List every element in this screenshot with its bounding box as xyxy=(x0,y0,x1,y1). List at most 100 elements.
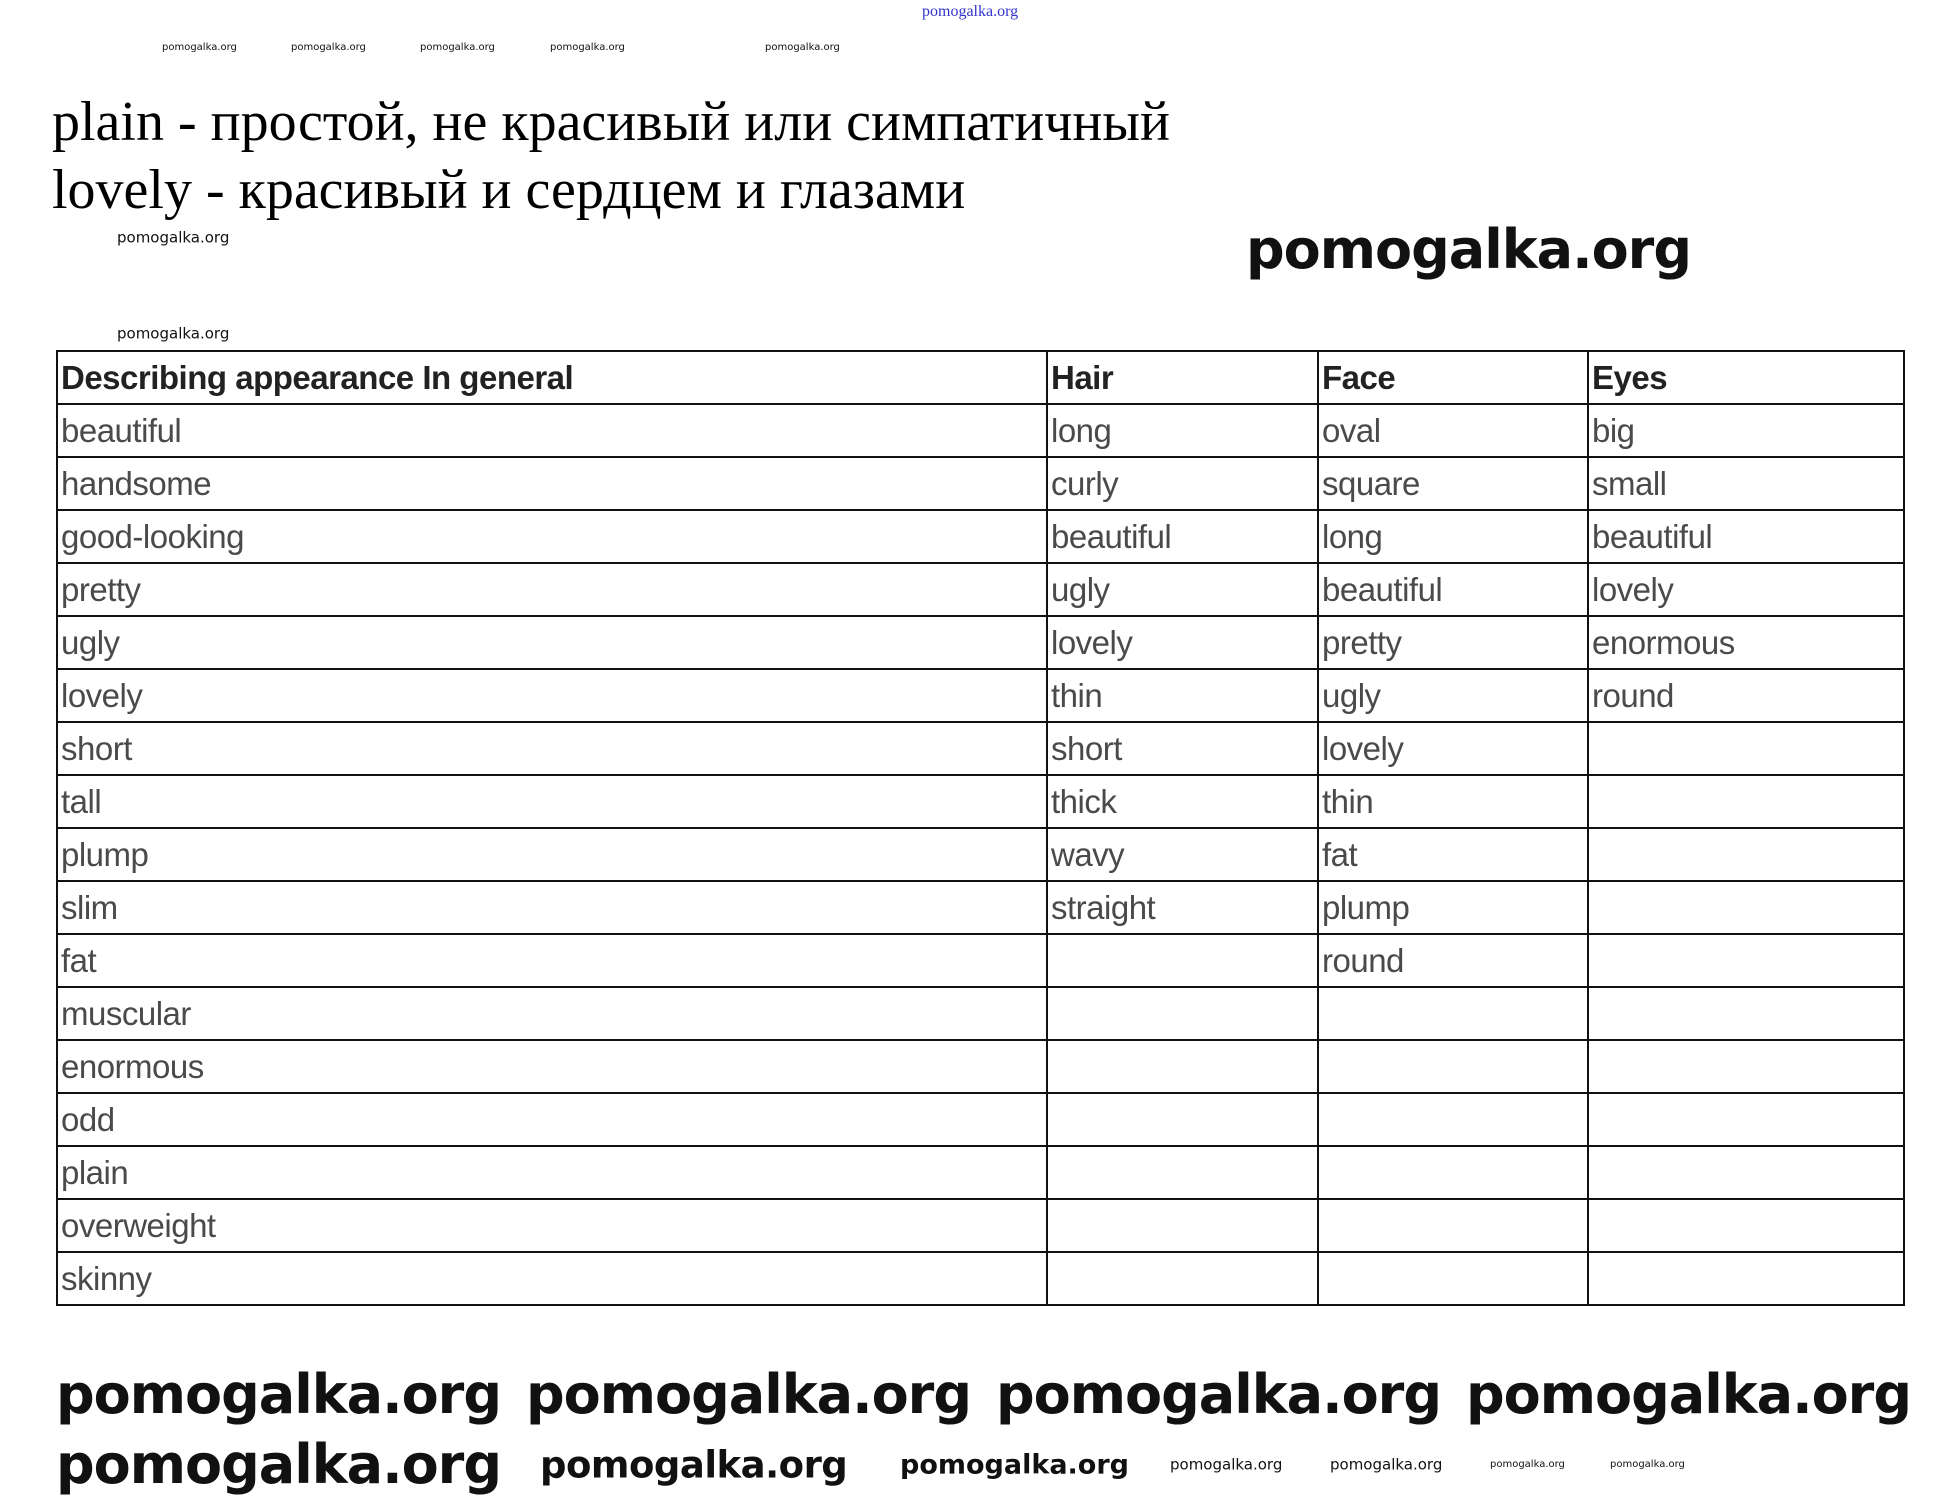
cell-eyes xyxy=(1587,721,1905,776)
table-row: tall thick thin xyxy=(56,774,1905,829)
watermark: pomogalka.org xyxy=(56,1433,502,1496)
cell-general: slim xyxy=(56,880,1048,935)
cell-general: handsome xyxy=(56,456,1048,511)
cell-eyes: small xyxy=(1587,456,1905,511)
cell-face: plump xyxy=(1317,880,1589,935)
watermark: pomogalka.org xyxy=(550,42,625,53)
cell-hair: curly xyxy=(1046,456,1319,511)
table-row: muscular xyxy=(56,986,1905,1041)
cell-eyes: beautiful xyxy=(1587,509,1905,564)
table-row: slim straight plump xyxy=(56,880,1905,935)
table-row: ugly lovely pretty enormous xyxy=(56,615,1905,670)
cell-hair xyxy=(1046,986,1319,1041)
cell-face xyxy=(1317,986,1589,1041)
table-row: short short lovely xyxy=(56,721,1905,776)
cell-face: fat xyxy=(1317,827,1589,882)
cell-hair: thick xyxy=(1046,774,1319,829)
note-lovely: lovely - красивый и сердцем и глазами xyxy=(52,159,966,221)
header-hair: Hair xyxy=(1046,350,1319,405)
watermark: pomogalka.org xyxy=(1490,1459,1565,1470)
appearance-table: Describing appearance In general Hair Fa… xyxy=(56,350,1905,1306)
table-row: plump wavy fat xyxy=(56,827,1905,882)
cell-hair: ugly xyxy=(1046,562,1319,617)
cell-eyes xyxy=(1587,880,1905,935)
watermark: pomogalka.org xyxy=(420,42,495,53)
watermark: pomogalka.org xyxy=(117,324,230,343)
cell-hair: straight xyxy=(1046,880,1319,935)
cell-general: pretty xyxy=(56,562,1048,617)
cell-general: short xyxy=(56,721,1048,776)
table-row: fat round xyxy=(56,933,1905,988)
cell-hair: beautiful xyxy=(1046,509,1319,564)
cell-hair: short xyxy=(1046,721,1319,776)
cell-face xyxy=(1317,1251,1589,1306)
note-plain: plain - простой, не красивый или симпати… xyxy=(52,91,1170,153)
header-face: Face xyxy=(1317,350,1589,405)
watermark: pomogalka.org xyxy=(1170,1455,1283,1474)
cell-general: lovely xyxy=(56,668,1048,723)
cell-face xyxy=(1317,1039,1589,1094)
watermark: pomogalka.org xyxy=(900,1449,1129,1481)
cell-general: plain xyxy=(56,1145,1048,1200)
cell-hair: long xyxy=(1046,403,1319,458)
watermark-top: pomogalka.org xyxy=(922,3,1019,20)
header-eyes: Eyes xyxy=(1587,350,1905,405)
cell-face: oval xyxy=(1317,403,1589,458)
cell-hair xyxy=(1046,933,1319,988)
cell-hair xyxy=(1046,1039,1319,1094)
cell-eyes: round xyxy=(1587,668,1905,723)
table-row: beautiful long oval big xyxy=(56,403,1905,458)
cell-general: beautiful xyxy=(56,403,1048,458)
cell-face: lovely xyxy=(1317,721,1589,776)
table-row: lovely thin ugly round xyxy=(56,668,1905,723)
cell-hair xyxy=(1046,1198,1319,1253)
cell-general: overweight xyxy=(56,1198,1048,1253)
watermark: pomogalka.org xyxy=(291,42,366,53)
cell-face xyxy=(1317,1092,1589,1147)
cell-general: fat xyxy=(56,933,1048,988)
cell-eyes xyxy=(1587,1198,1905,1253)
cell-face: square xyxy=(1317,456,1589,511)
watermark: pomogalka.org xyxy=(1610,1459,1685,1470)
cell-face: long xyxy=(1317,509,1589,564)
watermark: pomogalka.org xyxy=(765,42,840,53)
cell-hair xyxy=(1046,1251,1319,1306)
cell-eyes: enormous xyxy=(1587,615,1905,670)
cell-eyes xyxy=(1587,1145,1905,1200)
cell-general: odd xyxy=(56,1092,1048,1147)
table-row: enormous xyxy=(56,1039,1905,1094)
cell-hair: wavy xyxy=(1046,827,1319,882)
watermark: pomogalka.org xyxy=(996,1363,1442,1426)
watermark: pomogalka.org xyxy=(56,1363,502,1426)
table-row: skinny xyxy=(56,1251,1905,1306)
cell-face xyxy=(1317,1145,1589,1200)
cell-face: beautiful xyxy=(1317,562,1589,617)
cell-eyes xyxy=(1587,774,1905,829)
table-row: odd xyxy=(56,1092,1905,1147)
cell-face: thin xyxy=(1317,774,1589,829)
cell-face: ugly xyxy=(1317,668,1589,723)
cell-hair xyxy=(1046,1145,1319,1200)
cell-general: tall xyxy=(56,774,1048,829)
watermark: pomogalka.org xyxy=(117,228,230,247)
watermark: pomogalka.org xyxy=(526,1363,972,1426)
cell-general: good-looking xyxy=(56,509,1048,564)
cell-eyes: lovely xyxy=(1587,562,1905,617)
cell-face: round xyxy=(1317,933,1589,988)
watermark: pomogalka.org xyxy=(1330,1455,1443,1474)
header-general: Describing appearance In general xyxy=(56,350,1048,405)
cell-face: pretty xyxy=(1317,615,1589,670)
cell-hair: thin xyxy=(1046,668,1319,723)
cell-eyes xyxy=(1587,1039,1905,1094)
cell-eyes: big xyxy=(1587,403,1905,458)
watermark: pomogalka.org xyxy=(1246,218,1692,281)
cell-eyes xyxy=(1587,986,1905,1041)
table-row: pretty ugly beautiful lovely xyxy=(56,562,1905,617)
table-row: good-looking beautiful long beautiful xyxy=(56,509,1905,564)
cell-hair: lovely xyxy=(1046,615,1319,670)
cell-face xyxy=(1317,1198,1589,1253)
cell-general: ugly xyxy=(56,615,1048,670)
table-row: plain xyxy=(56,1145,1905,1200)
cell-eyes xyxy=(1587,933,1905,988)
watermark: pomogalka.org xyxy=(162,42,237,53)
